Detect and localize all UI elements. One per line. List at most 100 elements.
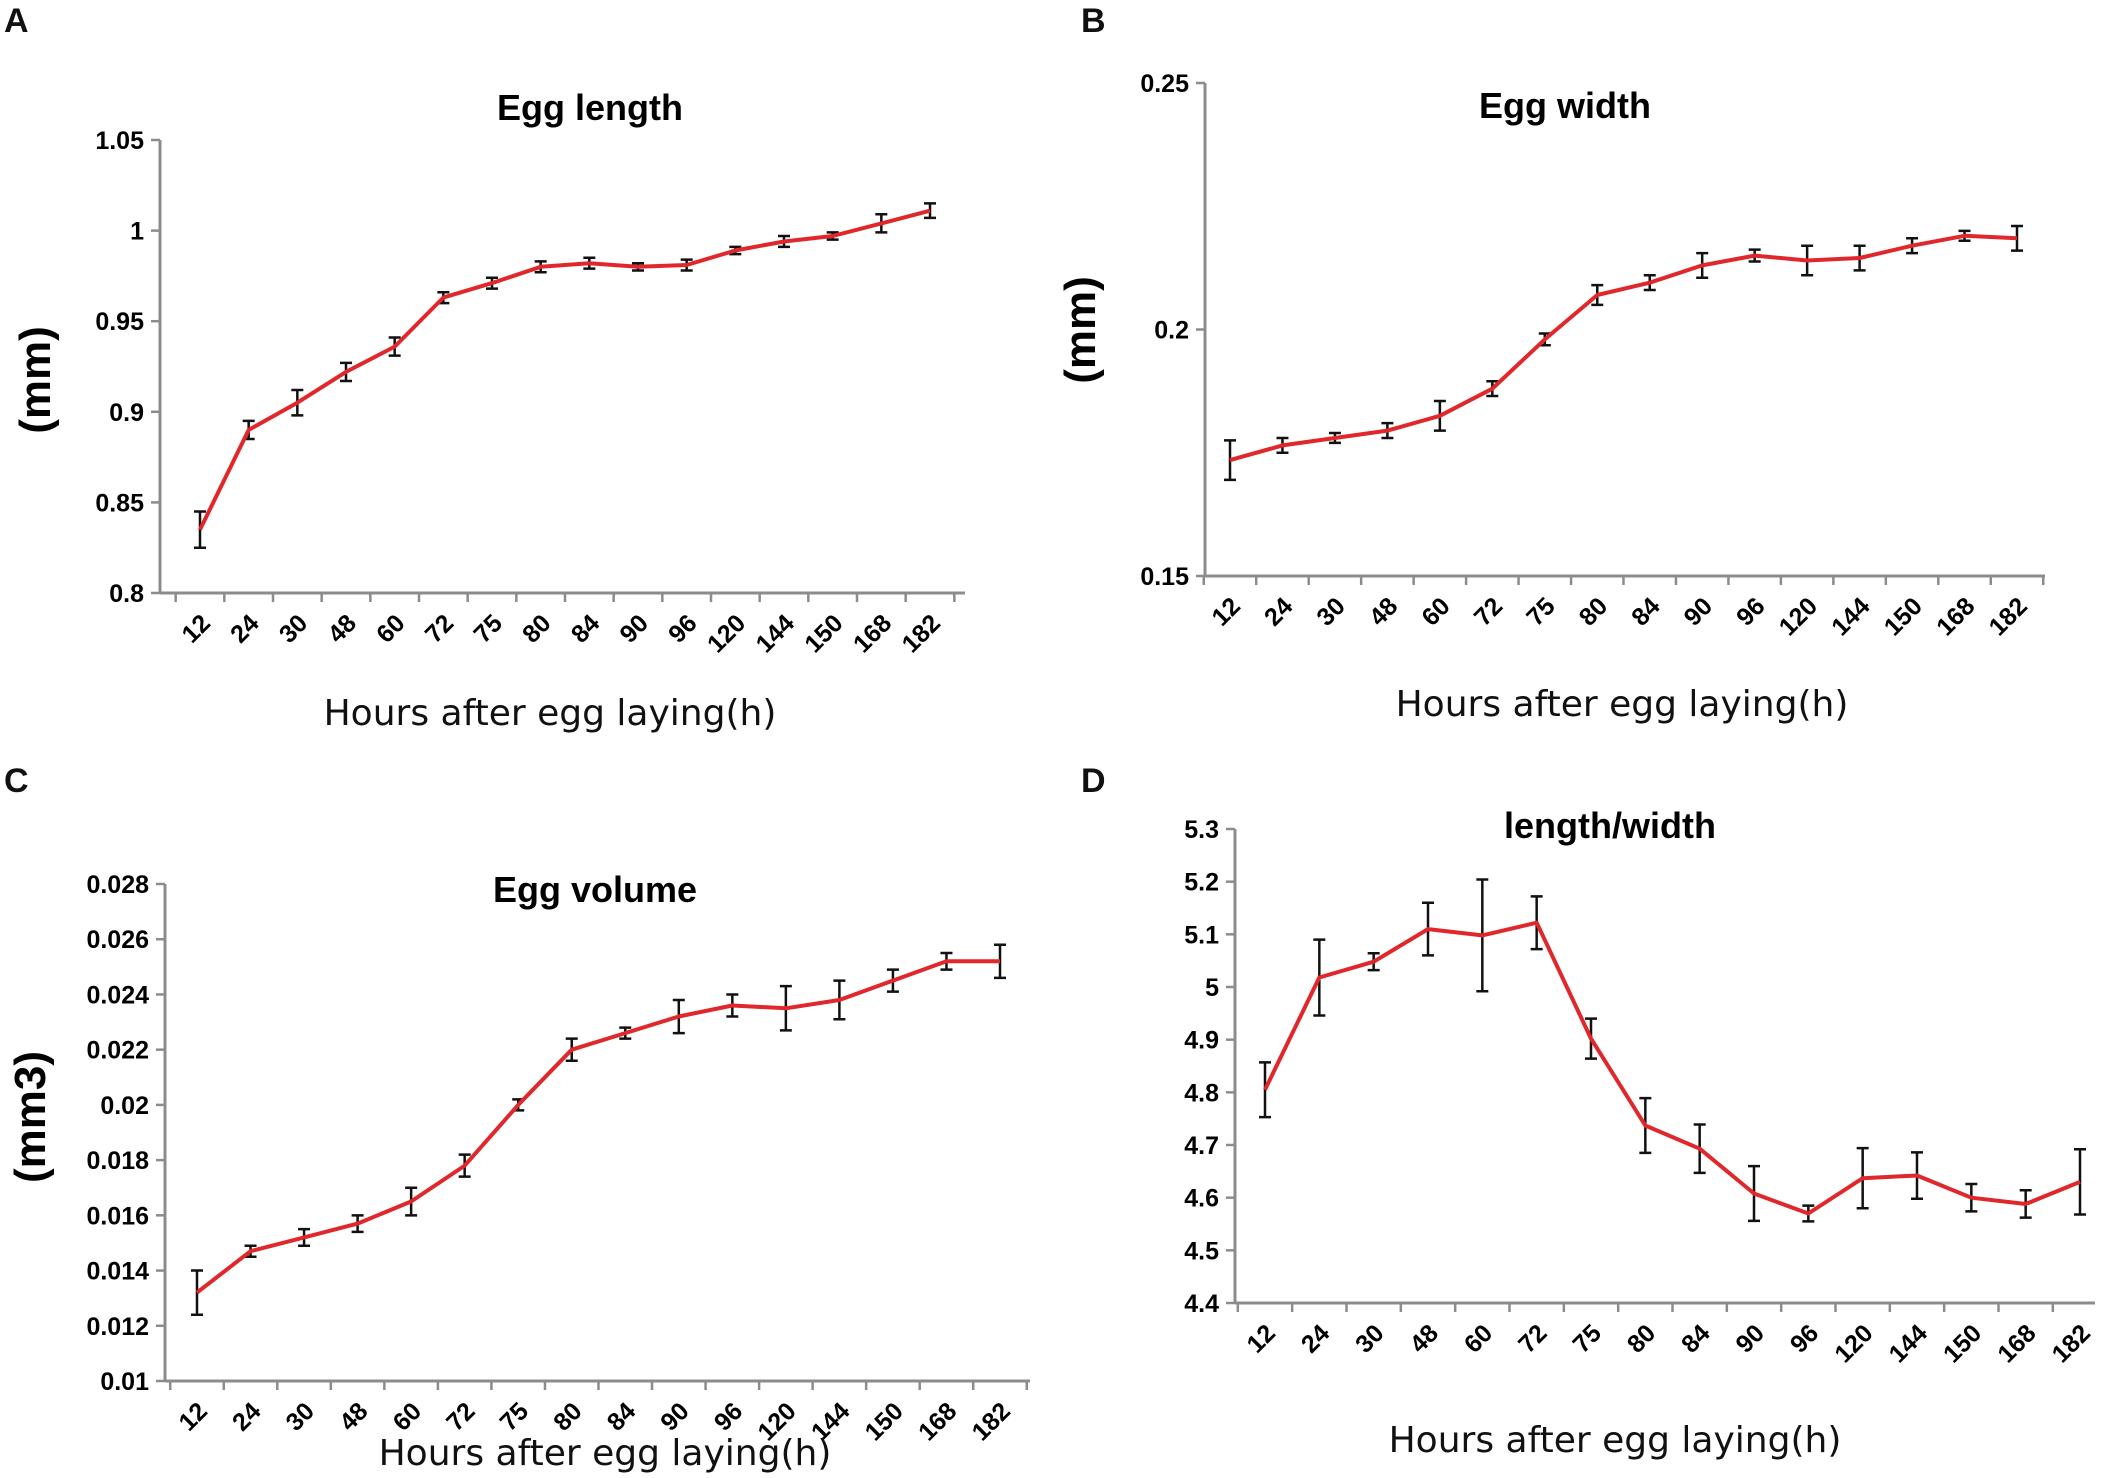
x-tick-label: 12 xyxy=(1206,592,1245,631)
x-tick-label: 60 xyxy=(1416,592,1455,631)
y-tick-label: 5.3 xyxy=(1184,816,1219,844)
x-tick-label: 144 xyxy=(1826,592,1875,641)
x-tick-label: 30 xyxy=(281,1397,320,1436)
x-tick-label: 80 xyxy=(1574,592,1613,631)
y-tick-label: 4.8 xyxy=(1184,1079,1219,1107)
x-tick-label: 30 xyxy=(274,609,313,648)
x-tick-label: 30 xyxy=(1311,592,1350,631)
chart-length-width: 4.4 4.5 4.6 4.7 4.8 4.9 5 5.1 5.2 5.3 12 24 30 48 60 72… xyxy=(1184,805,2096,1461)
panel-a: A 0.8 0.85 0.9 0.95 1 1.05 12 24 30 48 60 72 75 80 84 9… xyxy=(0,0,1055,740)
y-tick-label: 4.5 xyxy=(1184,1237,1219,1265)
chart-egg-length: 0.8 0.85 0.9 0.95 1 1.05 12 24 30 48 60 72 75 80 84 90 9… xyxy=(11,87,965,734)
x-tick-label: 80 xyxy=(1622,1319,1661,1358)
panel-letter: C xyxy=(4,762,29,800)
x-tick-label: 120 xyxy=(1774,592,1823,641)
chart-egg-volume: 0.01 0.012 0.014 0.016 0.018 0.02 0.022 0.024 0.… xyxy=(6,869,1030,1474)
x-axis-label: Hours after egg laying(h) xyxy=(1396,684,1849,725)
x-tick-label: 75 xyxy=(468,609,508,649)
x-axis-label: Hours after egg laying(h) xyxy=(379,1433,832,1474)
x-tick-label: 96 xyxy=(663,609,702,648)
y-tick-label: 5.2 xyxy=(1184,869,1219,897)
x-tick-label: 84 xyxy=(1626,592,1666,632)
x-tick-label: 182 xyxy=(897,609,946,658)
x-tick-label: 12 xyxy=(173,1397,212,1436)
x-tick-label: 48 xyxy=(1364,592,1404,632)
panel-letter: B xyxy=(1081,2,1106,40)
y-tick-label: 4.4 xyxy=(1184,1290,1219,1318)
chart-title: Egg length xyxy=(497,87,683,128)
y-axis-label: (mm3) xyxy=(6,1051,55,1183)
chart-title: Egg width xyxy=(1479,85,1651,126)
y-tick-label: 4.7 xyxy=(1184,1132,1219,1160)
series-line xyxy=(198,208,931,531)
panel-letter: A xyxy=(4,2,29,40)
y-tick-label: 0.018 xyxy=(86,1147,149,1175)
x-tick-label: 72 xyxy=(441,1397,480,1436)
y-tick-label: 0.15 xyxy=(1140,563,1189,591)
y-tick-label: 0.014 xyxy=(86,1258,149,1286)
y-tick-label: 0.9 xyxy=(109,399,144,427)
x-tick-label: 90 xyxy=(1679,592,1718,631)
series-line xyxy=(1229,233,2018,463)
y-tick-label: 1.05 xyxy=(95,127,144,155)
y-axis-label: (mm) xyxy=(1056,276,1105,384)
x-tick-label: 90 xyxy=(655,1397,694,1436)
x-tick-label: 168 xyxy=(848,609,897,658)
y-tick-label: 0.012 xyxy=(86,1313,149,1341)
x-tick-label: 24 xyxy=(227,1397,267,1437)
x-tick-label: 72 xyxy=(420,609,459,648)
x-tick-label: 72 xyxy=(1469,592,1508,631)
x-tick-label: 48 xyxy=(1404,1319,1444,1359)
x-tick-label: 12 xyxy=(176,609,215,648)
x-tick-label: 168 xyxy=(913,1397,962,1446)
y-tick-label: 5.1 xyxy=(1184,921,1219,949)
x-tick-label: 120 xyxy=(1829,1319,1878,1368)
x-tick-label: 84 xyxy=(1676,1319,1716,1359)
y-tick-label: 0.024 xyxy=(86,981,149,1009)
y-tick-label: 0.022 xyxy=(86,1037,149,1065)
x-tick-label: 48 xyxy=(322,609,362,649)
x-tick-label: 120 xyxy=(702,609,751,658)
x-axis-label: Hours after egg laying(h) xyxy=(1389,1420,1842,1461)
x-tick-label: 84 xyxy=(566,609,606,649)
chart-title: length/width xyxy=(1504,805,1716,846)
x-tick-label: 60 xyxy=(388,1397,427,1436)
x-tick-label: 75 xyxy=(1521,592,1561,632)
x-tick-label: 80 xyxy=(517,609,556,648)
x-tick-label: 182 xyxy=(2047,1319,2096,1368)
y-tick-label: 5 xyxy=(1205,974,1219,1002)
x-tick-label: 90 xyxy=(1730,1319,1769,1358)
x-tick-label: 150 xyxy=(1879,592,1928,641)
x-tick-label: 75 xyxy=(1567,1319,1607,1359)
y-tick-label: 0.8 xyxy=(109,580,144,608)
x-tick-label: 96 xyxy=(709,1397,748,1436)
x-tick-label: 168 xyxy=(1992,1319,2041,1368)
x-tick-label: 30 xyxy=(1350,1319,1389,1358)
panel-letter: D xyxy=(1081,762,1106,800)
x-tick-label: 96 xyxy=(1731,592,1770,631)
panel-c: C 0.01 0.012 0.014 0.016 0.018 0.02 0.022 0.024… xyxy=(0,740,1055,1478)
y-tick-label: 0.02 xyxy=(100,1092,149,1120)
panel-b: B 0.15 0.2 0.25 12 24 30 48 60 72 75 80 84 90 96 120 14… xyxy=(1055,0,2111,740)
x-tick-label: 48 xyxy=(334,1397,374,1437)
x-tick-label: 75 xyxy=(495,1397,535,1437)
y-tick-label: 0.85 xyxy=(95,489,144,517)
x-tick-label: 144 xyxy=(1884,1319,1933,1368)
x-tick-label: 84 xyxy=(602,1397,642,1437)
x-tick-label: 12 xyxy=(1241,1319,1280,1358)
y-axis-label: (mm) xyxy=(11,326,60,434)
x-tick-label: 72 xyxy=(1513,1319,1552,1358)
y-tick-label: 0.25 xyxy=(1140,70,1189,98)
series-line xyxy=(1263,920,2081,1216)
chart-title: Egg volume xyxy=(493,869,697,910)
x-tick-label: 96 xyxy=(1785,1319,1824,1358)
y-tick-label: 0.01 xyxy=(100,1368,149,1396)
y-tick-label: 0.028 xyxy=(86,871,149,899)
y-tick-label: 0.95 xyxy=(95,308,144,336)
x-axis-label: Hours after egg laying(h) xyxy=(324,693,777,734)
x-tick-label: 150 xyxy=(799,609,848,658)
x-tick-label: 144 xyxy=(751,609,800,658)
y-tick-label: 0.016 xyxy=(86,1202,149,1230)
x-tick-label: 150 xyxy=(860,1397,909,1446)
